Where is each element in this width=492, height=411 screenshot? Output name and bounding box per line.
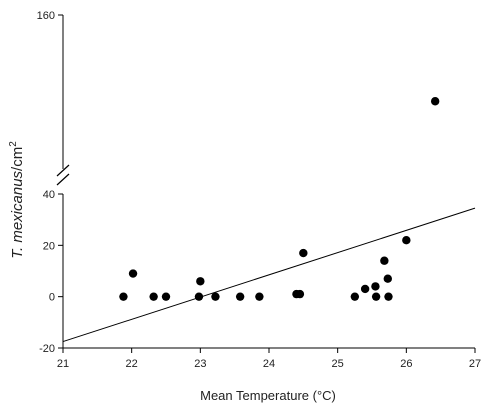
data-point <box>299 248 308 258</box>
data-point <box>380 256 389 265</box>
data-point <box>384 292 393 301</box>
axis-break-mark <box>56 173 70 186</box>
plot-area: 21 22 23 24 25 26 27 -20 0 20 40 160 <box>37 10 481 370</box>
data-point <box>255 292 264 301</box>
y-axis-title: T. mexicanus/cm2 <box>8 141 26 259</box>
data-point <box>371 292 381 301</box>
data-point <box>119 292 128 301</box>
data-point <box>295 289 305 299</box>
y-tick-label: 20 <box>43 240 55 252</box>
data-point <box>402 236 411 245</box>
data-point <box>149 292 158 301</box>
x-tick-label: 21 <box>57 358 69 370</box>
data-point <box>211 292 220 301</box>
data-point <box>161 292 171 301</box>
x-axis-title: Mean Temperature (°C) <box>200 388 336 403</box>
x-tick-label: 26 <box>400 358 412 370</box>
y-tick-label: -20 <box>39 343 55 355</box>
trendline <box>62 207 476 343</box>
data-point <box>128 269 138 278</box>
data-point <box>371 282 380 291</box>
svg-text:T. mexicanus/cm2: T. mexicanus/cm2 <box>8 141 26 259</box>
y-axis-title-superscript: 2 <box>8 141 19 147</box>
x-tick-label: 24 <box>263 358 275 370</box>
y-axis-title-unit: /cm <box>9 147 26 171</box>
data-point <box>350 292 360 301</box>
data-point <box>430 97 440 106</box>
data-point <box>194 292 204 301</box>
data-point <box>360 284 370 294</box>
y-tick-label: 40 <box>43 189 55 201</box>
y-tick-label: 160 <box>37 10 55 22</box>
x-tick-label: 22 <box>126 358 138 370</box>
y-tick-label: 0 <box>49 292 55 304</box>
x-tick-label: 27 <box>469 358 481 370</box>
y-axis-title-species: T. mexicanus <box>9 170 26 258</box>
axis-break-mark <box>56 164 70 177</box>
data-point <box>196 277 205 286</box>
x-tick-label: 23 <box>194 358 206 370</box>
data-point <box>383 274 392 283</box>
x-tick-label: 25 <box>332 358 344 370</box>
data-point <box>235 292 245 301</box>
